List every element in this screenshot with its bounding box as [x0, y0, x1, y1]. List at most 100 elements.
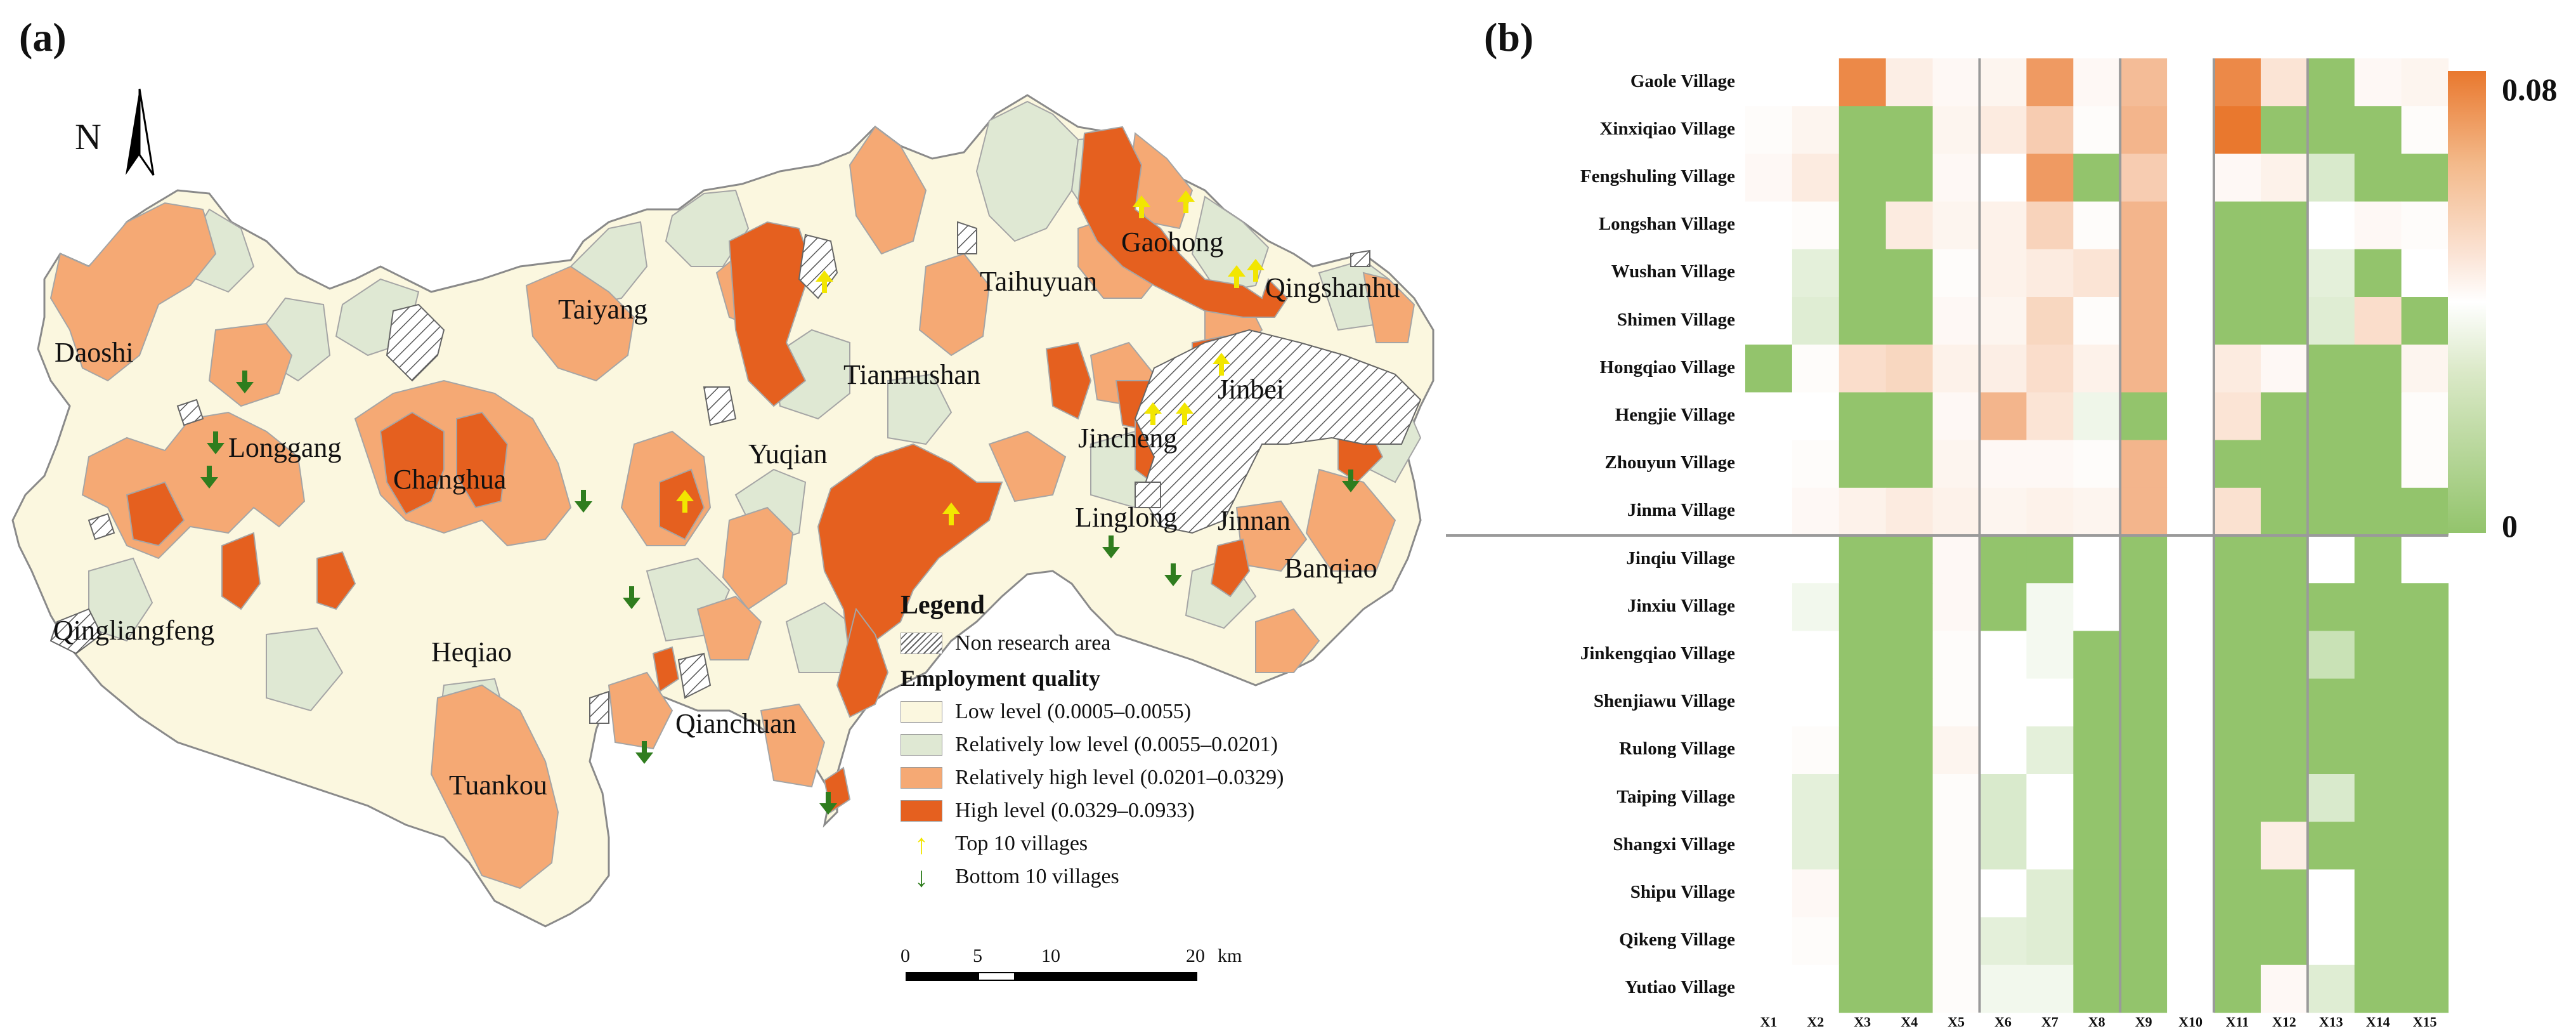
top-villages-markers: [676, 190, 1265, 525]
heatmap-cell: [2307, 201, 2355, 250]
heatmap-cell: [2167, 297, 2215, 345]
heatmap-cell: [1885, 297, 1934, 345]
heatmap-cell: [2120, 345, 2168, 393]
heatmap-cell: [2120, 154, 2168, 202]
heatmap-cell: [2354, 58, 2402, 107]
heatmap-cell: [2214, 440, 2261, 489]
heatmap-cell: [1838, 631, 1887, 680]
heatmap-cell: [2073, 154, 2121, 202]
heatmap-cell: [2401, 678, 2449, 727]
heatmap-cell: [1792, 106, 1840, 154]
heatmap-cell: [2120, 964, 2168, 1013]
heatmap-cell: [1932, 726, 1980, 775]
heatmap-cell: [1745, 964, 1793, 1013]
heatmap-cell: [1838, 869, 1887, 918]
heatmap-cell: [1745, 678, 1793, 727]
heatmap-cell: [1792, 535, 1840, 584]
heatmap-cell: [2401, 774, 2449, 822]
heatmap-cell: [2214, 201, 2261, 250]
heatmap-cell: [1932, 631, 1980, 680]
heatmap-cell: [2260, 964, 2308, 1013]
town-label: Jinnan: [1218, 505, 1291, 536]
column-label: X4: [1901, 1014, 1918, 1030]
north-arrow-icon: [126, 88, 155, 176]
heatmap-cell: [2307, 869, 2355, 918]
heatmap-cell: [1932, 297, 1980, 345]
heatmap-cell: [1745, 345, 1793, 393]
heatmap-cell: [2260, 678, 2308, 727]
heatmap-cell: [2354, 535, 2402, 584]
heatmap-cell: [1745, 631, 1793, 680]
heatmap-cell: [1838, 726, 1887, 775]
heatmap-cell: [2073, 869, 2121, 918]
heatmap-cell: [2026, 774, 2074, 822]
up-arrow-icon: ↑: [914, 828, 928, 860]
color-swatch: [901, 800, 942, 822]
town-label: Linglong: [1075, 502, 1178, 533]
heatmap-cell: [1745, 487, 1793, 536]
legend-item-bottom: ↓ Bottom 10 villages: [901, 860, 1395, 893]
heatmap-cell: [2307, 822, 2355, 870]
heatmap-cell: [2026, 917, 2074, 966]
heatmap-cell: [2073, 58, 2121, 107]
heatmap-cell: [2073, 774, 2121, 822]
heatmap-cell: [2354, 869, 2402, 918]
heatmap-cell: [2214, 822, 2261, 870]
heatmap-cell: [1792, 392, 1840, 441]
relatively-low-zones: [88, 100, 1422, 756]
heatmap-cell: [1745, 154, 1793, 202]
row-label: Jinkengqiao Village: [1580, 643, 1735, 664]
heatmap-cell: [1745, 392, 1793, 441]
heatmap-cell: [1932, 964, 1980, 1013]
heatmap-cell: [1745, 822, 1793, 870]
heatmap-cell: [1792, 345, 1840, 393]
town-label: Longgang: [228, 432, 342, 463]
legend-subtitle: Employment quality: [901, 666, 1101, 691]
heatmap-cell: [1792, 58, 1840, 107]
heatmap-cell: [2354, 678, 2402, 727]
heatmap-cell: [2073, 535, 2121, 584]
heatmap-cell: [1792, 726, 1840, 775]
heatmap-cell: [2073, 726, 2121, 775]
heatmap-cell: [2401, 583, 2449, 631]
heatmap-cell: [2167, 822, 2215, 870]
down-arrow-icon: [635, 741, 653, 764]
heatmap-cell: [1745, 726, 1793, 775]
heatmap-cell: [1838, 249, 1887, 298]
heatmap-cell: [2401, 297, 2449, 345]
heatmap-cell: [2167, 678, 2215, 727]
town-label: Jincheng: [1078, 423, 1178, 454]
heatmap-cell: [2026, 487, 2074, 536]
heatmap-cell: [1792, 297, 1840, 345]
heatmap-cell: [1979, 154, 2027, 202]
heatmap-cell: [2214, 58, 2261, 107]
column-label: X7: [2041, 1014, 2059, 1030]
heatmap-cell: [1745, 297, 1793, 345]
heatmap-cell: [1885, 535, 1934, 584]
heatmap-cell: [1885, 392, 1934, 441]
heatmap-cell: [1838, 297, 1887, 345]
heatmap-cell: [1885, 249, 1934, 298]
panel-label-a: (a): [19, 15, 67, 60]
heatmap-cell: [2354, 201, 2402, 250]
colorbar-max-label: 0.08: [2502, 72, 2558, 107]
heatmap-cell: [2167, 583, 2215, 631]
heatmap-cell: [2214, 678, 2261, 727]
down-arrow-icon: [207, 431, 224, 454]
up-arrow-icon: [1133, 195, 1150, 218]
heatmap-cell: [1979, 726, 2027, 775]
heatmap-cell: [2073, 392, 2121, 441]
row-label: Fengshuling Village: [1580, 166, 1735, 187]
heatmap-cell: [1885, 440, 1934, 489]
heatmap-cell: [2214, 631, 2261, 680]
heatmap-cell: [2354, 726, 2402, 775]
heatmap-cell: [1885, 774, 1934, 822]
heatmap-cell: [2260, 440, 2308, 489]
heatmap-cell: [2167, 440, 2215, 489]
heatmap-cell: [1932, 392, 1980, 441]
heatmap-cell: [1885, 154, 1934, 202]
heatmap-cell: [2214, 726, 2261, 775]
heatmap-cell: [1979, 201, 2027, 250]
heatmap-cell: [2214, 345, 2261, 393]
heatmap-cell: [1792, 583, 1840, 631]
